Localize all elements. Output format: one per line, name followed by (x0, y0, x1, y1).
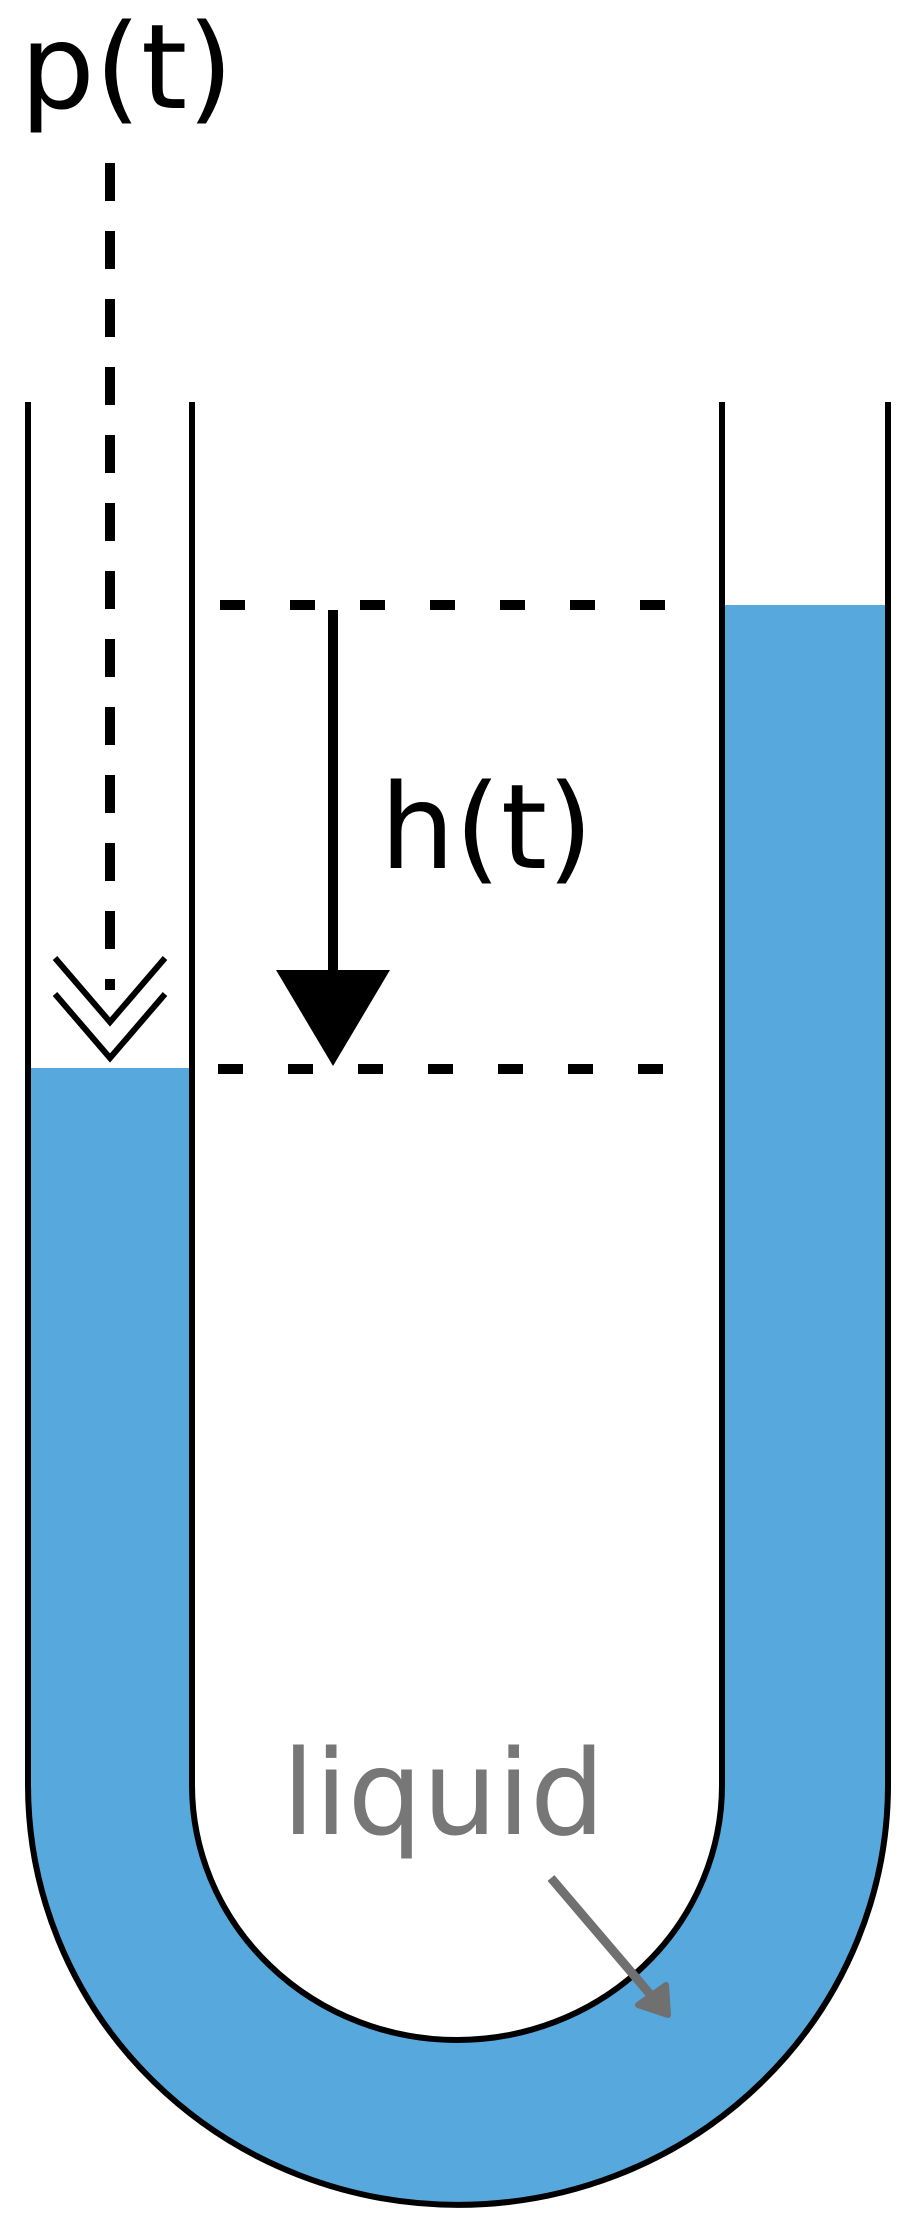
liquid-fill (28, 605, 888, 2205)
liquid-label: liquid (282, 1724, 605, 1862)
liquid-pointer-shaft (547, 1875, 659, 2003)
height-arrow (276, 610, 390, 1066)
pressure-indicator (52, 163, 168, 1063)
pressure-label: p(t) (20, 0, 233, 136)
tube-walls (25, 402, 891, 2208)
pressure-chevron-icon (52, 956, 168, 1027)
inner-wall (189, 402, 725, 2043)
outer-wall (25, 402, 891, 2208)
pressure-chevron-icon (52, 992, 168, 1063)
liquid-pointer-arrowhead-icon (635, 1982, 671, 2018)
height-label: h(t) (380, 758, 593, 896)
liquid-pointer (547, 1875, 671, 2018)
height-arrowhead-icon (276, 970, 390, 1066)
